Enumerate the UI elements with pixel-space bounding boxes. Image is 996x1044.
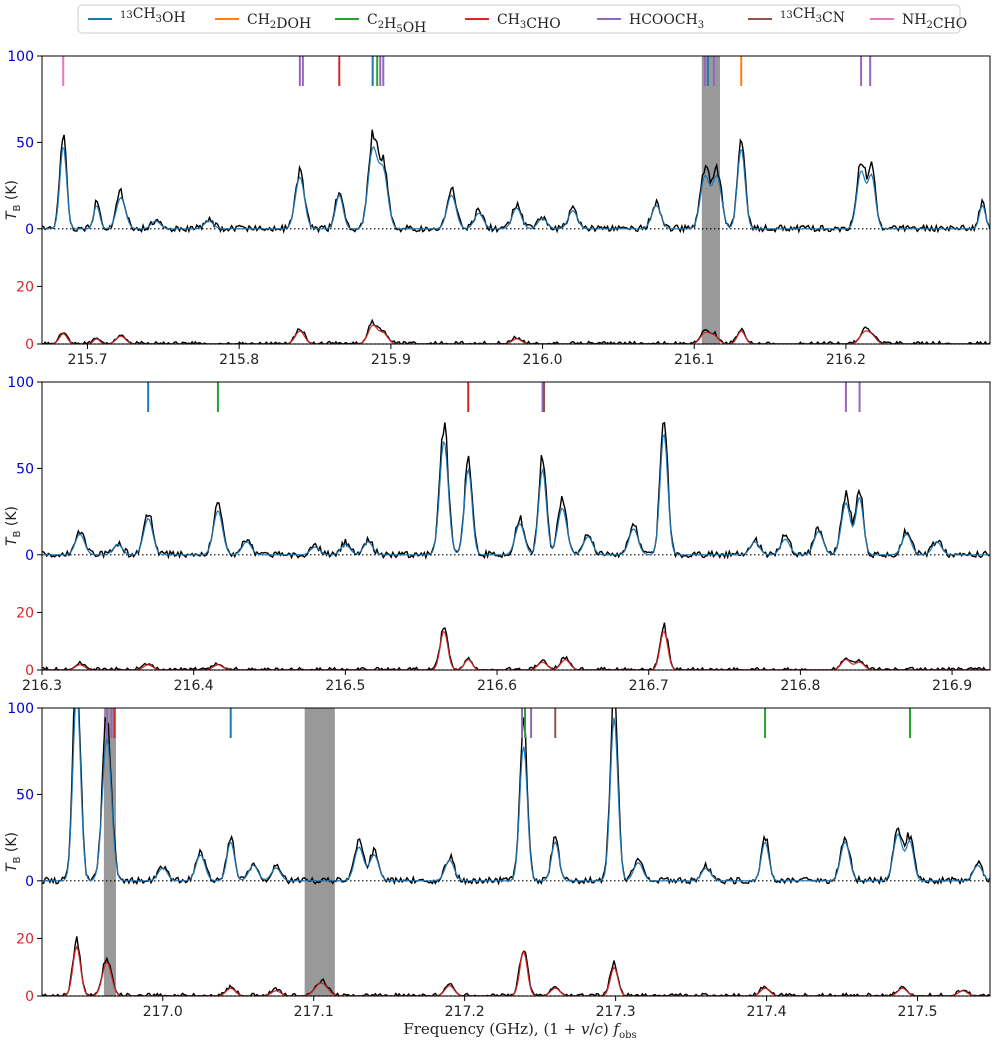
model-spectrum-bottom xyxy=(42,945,990,996)
legend-label: CH3CHO xyxy=(497,12,561,32)
observed-spectrum-bottom xyxy=(42,936,990,996)
legend-entry: HCOOCH3 xyxy=(597,12,704,31)
model-spectrum-top xyxy=(42,433,990,556)
x-tick-label: 217.0 xyxy=(143,1004,183,1020)
y-tick-label-bottom: 20 xyxy=(16,931,34,947)
x-tick-label: 216.1 xyxy=(674,352,714,368)
x-tick-label: 216.7 xyxy=(629,678,669,694)
y-tick-label-bottom: 0 xyxy=(25,989,34,1005)
x-tick-label: 216.9 xyxy=(932,678,972,694)
x-tick-label: 216.6 xyxy=(477,678,517,694)
legend-entry: CH2DOH xyxy=(215,12,311,32)
model-spectrum-bottom xyxy=(42,630,990,670)
y-axis-label: TB (K) xyxy=(4,832,23,872)
y-tick-label-top: 50 xyxy=(16,787,34,803)
shaded-region xyxy=(701,56,721,344)
legend-label: CH2DOH xyxy=(247,12,311,32)
x-tick-label: 217.4 xyxy=(747,1004,787,1020)
y-tick-label-bottom: 0 xyxy=(25,337,34,353)
y-tick-label-top: 100 xyxy=(7,701,34,717)
shaded-region xyxy=(304,708,335,996)
y-tick-label-top: 0 xyxy=(25,874,34,890)
observed-spectrum-top xyxy=(42,129,990,235)
legend-entry: CH3CHO xyxy=(465,12,561,32)
plot-frame xyxy=(41,707,991,997)
y-tick-label-bottom: 0 xyxy=(25,663,34,679)
model-spectrum-bottom xyxy=(42,324,990,344)
legend-entry: 13CH3OH xyxy=(88,6,186,26)
spectrum-panel: 216.3 216.4 216.5 216.6 216.7 216.8 216.9 0 50 10… xyxy=(4,375,991,694)
observed-spectrum-top xyxy=(42,421,990,561)
y-tick-label-top: 50 xyxy=(16,135,34,151)
x-tick-label: 217.3 xyxy=(596,1004,636,1020)
legend-label: NH2CHO xyxy=(902,12,967,32)
x-tick-label: 217.5 xyxy=(897,1004,937,1020)
x-tick-label: 217.1 xyxy=(294,1004,334,1020)
legend-label: HCOOCH3 xyxy=(629,12,704,31)
legend-label: 13CH3CN xyxy=(780,6,845,26)
y-tick-label-top: 100 xyxy=(7,49,34,65)
x-tick-label: 216.8 xyxy=(780,678,820,694)
x-tick-label: 215.9 xyxy=(371,352,411,368)
y-tick-label-bottom: 20 xyxy=(16,279,34,295)
y-tick-label-top: 0 xyxy=(25,548,34,564)
observed-spectrum-bottom xyxy=(42,318,990,344)
legend-entry: C2H5OH xyxy=(335,12,426,36)
legend-label: 13CH3OH xyxy=(120,6,186,26)
legend: 13CH3OH CH2DOH C2H5OH CH3CHO HCOOCH3 13CH3CN N… xyxy=(77,4,967,36)
shaded-region xyxy=(103,708,116,996)
legend-frame xyxy=(77,4,961,34)
y-tick-label-top: 50 xyxy=(16,461,34,477)
legend-entry: NH2CHO xyxy=(870,12,967,32)
plot-frame xyxy=(41,55,991,345)
x-tick-label: 215.7 xyxy=(67,352,107,368)
y-axis-label: TB (K) xyxy=(4,506,23,546)
y-tick-label-bottom: 20 xyxy=(16,605,34,621)
observed-spectrum-bottom xyxy=(42,622,990,670)
x-tick-label: 217.2 xyxy=(445,1004,485,1020)
legend-label: C2H5OH xyxy=(367,12,426,36)
x-axis-label: Frequency (GHz), (1 + v/c) fobs xyxy=(403,1020,636,1041)
y-tick-label-top: 0 xyxy=(25,222,34,238)
x-tick-label: 216.4 xyxy=(174,678,214,694)
x-tick-label: 216.0 xyxy=(522,352,562,368)
x-tick-label: 215.8 xyxy=(219,352,259,368)
legend-entry: 13CH3CN xyxy=(748,6,845,26)
spectrum-panels: 215.7 215.8 215.9 216.0 216.1 216.2 0 50 100 0 20 T… xyxy=(4,49,991,1020)
spectrum-panel: 215.7 215.8 215.9 216.0 216.1 216.2 0 50 100 0 20 T… xyxy=(4,49,991,368)
model-spectrum-top xyxy=(42,145,990,230)
x-tick-label: 216.5 xyxy=(325,678,365,694)
model-spectrum-top xyxy=(42,708,990,882)
plot-frame xyxy=(41,381,991,671)
y-tick-label-top: 100 xyxy=(7,375,34,391)
spectrum-panel: 217.0 217.1 217.2 217.3 217.4 217.5 0 50 100 0 20 T… xyxy=(4,701,991,1020)
x-tick-label: 216.2 xyxy=(826,352,866,368)
y-axis-label: TB (K) xyxy=(4,180,23,220)
x-tick-label: 216.3 xyxy=(22,678,62,694)
